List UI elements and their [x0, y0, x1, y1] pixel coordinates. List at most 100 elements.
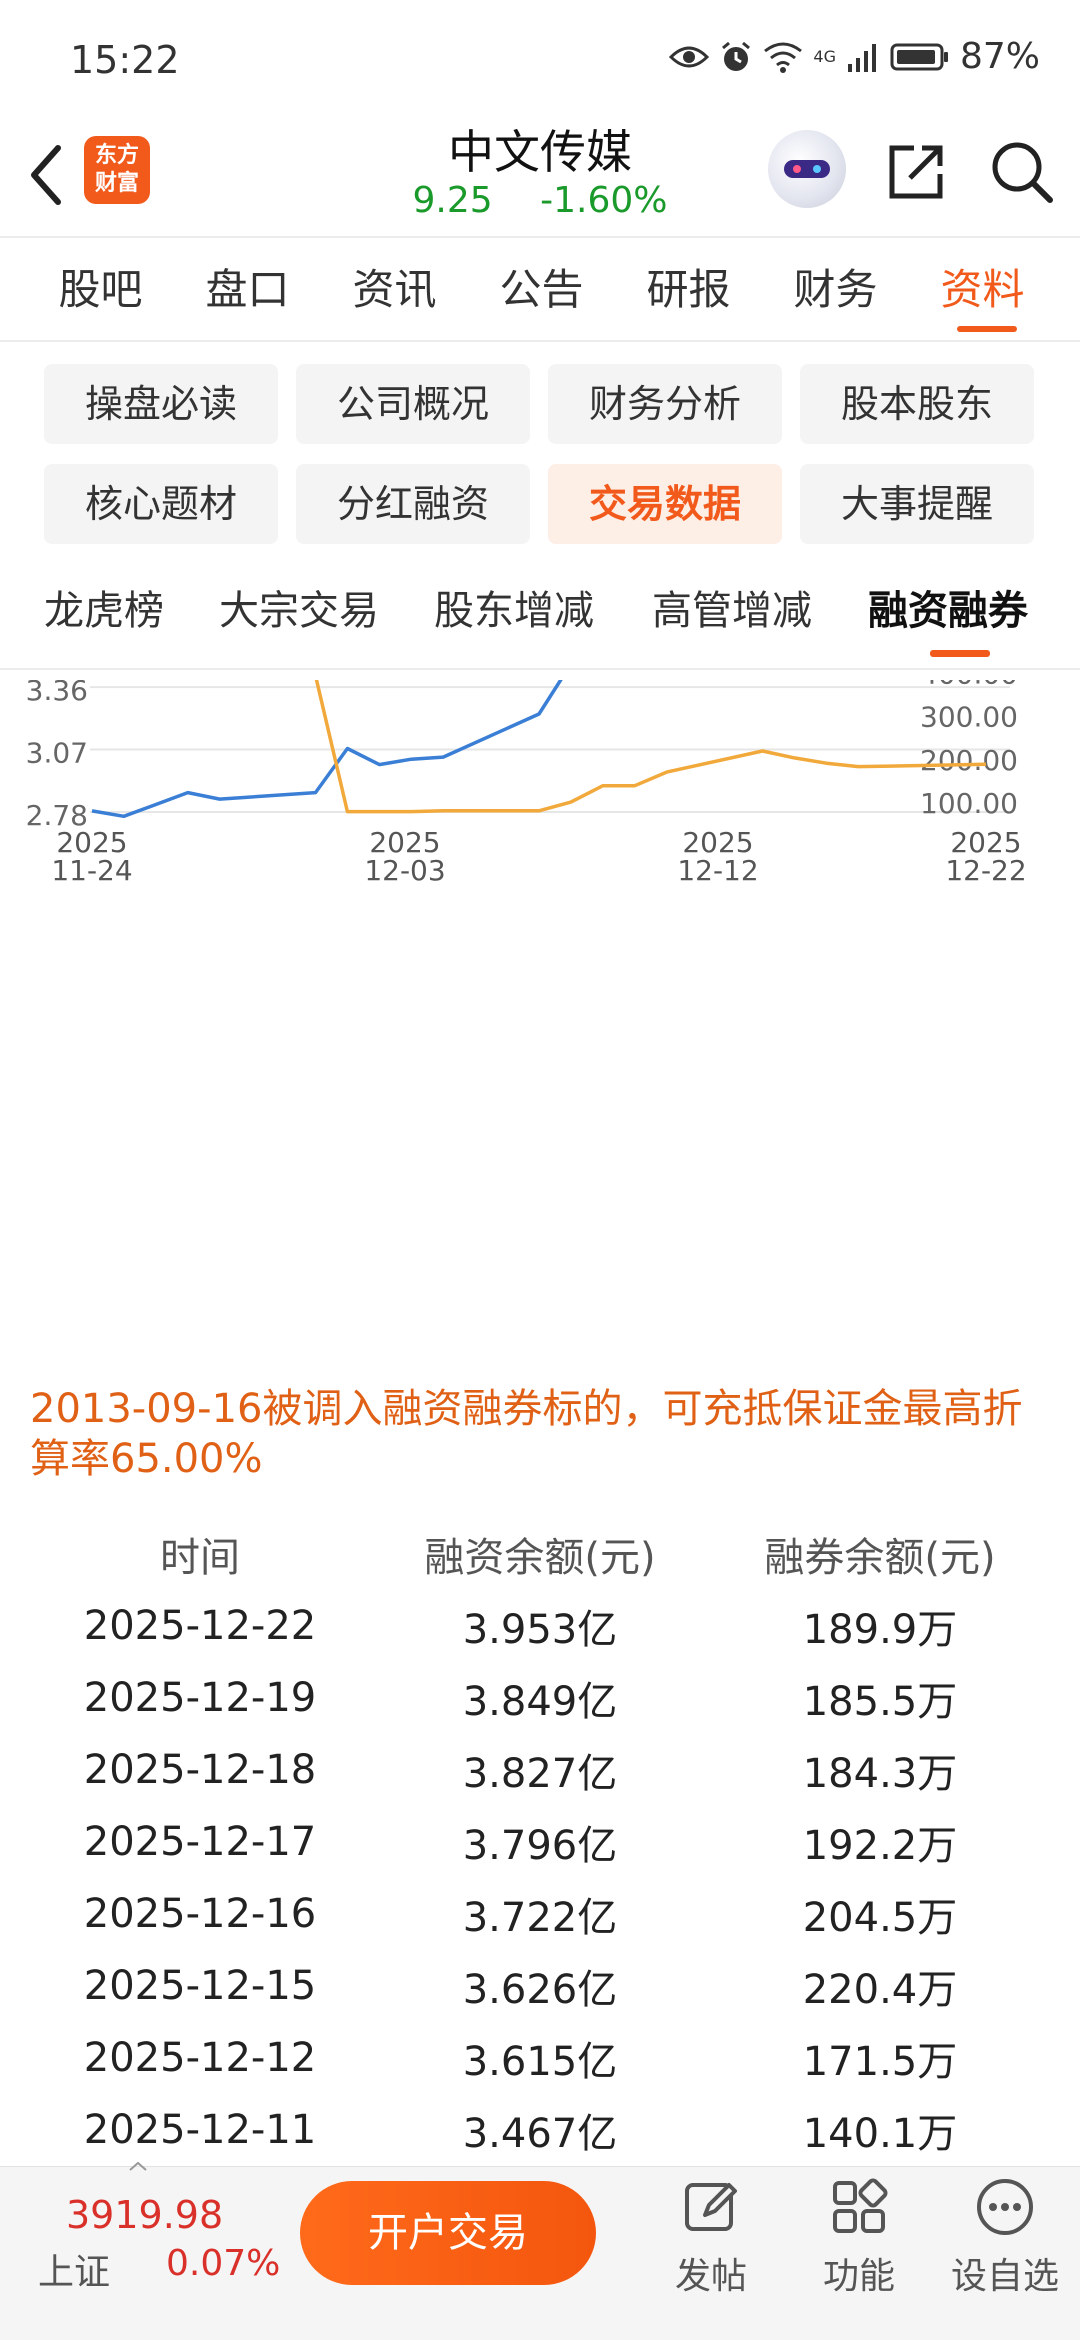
cell-securities-lending: 189.9万	[802, 1607, 958, 1653]
battery-percent: 87%	[959, 36, 1040, 77]
add-watchlist-button[interactable]: 设自选	[940, 2167, 1070, 2299]
grid-icon	[833, 2178, 888, 2233]
x-axis-year-label: 2025	[369, 826, 440, 859]
cell-date: 2025-12-18	[83, 1747, 317, 1793]
alarm-icon	[722, 41, 751, 71]
securities-lending-line	[314, 680, 987, 814]
ai-assistant-icon[interactable]	[768, 130, 846, 208]
share-icon[interactable]	[886, 140, 948, 202]
search-icon[interactable]	[988, 138, 1054, 204]
right-axis-tick: 100.00	[920, 787, 1018, 820]
tab-active-indicator	[930, 650, 990, 657]
tab-guba[interactable]: 股吧	[58, 265, 143, 314]
tab-shareholder-changes[interactable]: 股东增减	[434, 588, 594, 634]
cell-date: 2025-12-22	[83, 1603, 317, 1649]
main-tabs: 股吧 盘口 资讯 公告 研报 财务 资料	[0, 240, 1080, 340]
table-row: 2025-12-16 3.722亿 204.5万	[0, 1878, 1080, 1950]
right-axis-tick: 400.00	[920, 680, 1018, 690]
expand-handle-icon[interactable]	[128, 2161, 148, 2171]
x-axis-year-label: 2025	[682, 826, 753, 859]
status-icons: 4G 87%	[669, 36, 1040, 77]
tab-pankou[interactable]: 盘口	[205, 265, 290, 314]
section-financial-analysis[interactable]: 财务分析	[548, 364, 782, 444]
main-tabs-divider	[0, 340, 1080, 342]
table-row: 2025-12-15 3.626亿 220.4万	[0, 1950, 1080, 2022]
table-row: 2025-12-18 3.827亿 184.3万	[0, 1734, 1080, 1806]
column-header-financing: 融资余额(元)	[424, 1535, 656, 1581]
wifi-icon	[764, 42, 803, 73]
cell-date: 2025-12-12	[83, 2035, 317, 2081]
trading-data-tabs: 龙虎榜 大宗交易 股东增减 高管增减 融资融券	[0, 566, 1080, 666]
more-dots-icon	[977, 2179, 1033, 2235]
table-row: 2025-12-11 3.467亿 140.1万	[0, 2094, 1080, 2166]
index-value[interactable]: 3919.98	[66, 2193, 224, 2237]
eye-icon	[669, 46, 710, 67]
cell-date: 2025-12-16	[83, 1891, 317, 1937]
x-axis-year-label: 2025	[950, 826, 1021, 859]
post-button[interactable]: 发帖	[646, 2167, 776, 2299]
index-change[interactable]: 0.07%	[166, 2243, 281, 2284]
margin-eligibility-note: 2013-09-16被调入融资融券标的，可充抵保证金最高折算率65.00%	[30, 1386, 1023, 1482]
signal-icon	[847, 43, 876, 72]
cell-date: 2025-12-11	[83, 2107, 317, 2153]
post-label: 发帖	[674, 2256, 747, 2297]
edit-icon	[685, 2183, 737, 2231]
table-row: 2025-12-17 3.796亿 192.2万	[0, 1806, 1080, 1878]
back-icon[interactable]	[22, 140, 72, 210]
tab-dragon-tiger[interactable]: 龙虎榜	[44, 588, 164, 634]
cell-securities-lending: 171.5万	[802, 2039, 958, 2085]
tab-finance[interactable]: 财务	[793, 265, 878, 314]
tab-profile[interactable]: 资料	[909, 240, 1056, 340]
profile-section-grid: 操盘必读 公司概况 财务分析 股本股东 核心题材 分红融资 交易数据 大事提醒	[44, 364, 1036, 544]
tab-announcements[interactable]: 公告	[499, 265, 584, 314]
x-axis-year-label: 2025	[56, 826, 127, 859]
cell-financing: 3.467亿	[462, 2111, 618, 2157]
x-axis-date-label: 12-22	[945, 854, 1026, 887]
functions-label: 功能	[822, 2256, 895, 2297]
tab-executive-changes[interactable]: 高管增减	[652, 588, 812, 634]
right-axis-tick: 300.00	[920, 701, 1018, 734]
status-time: 15:22	[70, 38, 180, 82]
x-axis-date-label: 12-03	[364, 854, 445, 887]
header-divider	[0, 236, 1080, 238]
cell-financing: 3.796亿	[462, 1823, 618, 1869]
cell-financing: 3.626亿	[462, 1967, 618, 2013]
section-dividends-financing[interactable]: 分红融资	[296, 464, 530, 544]
tab-research[interactable]: 研报	[646, 265, 731, 314]
cell-securities-lending: 140.1万	[802, 2111, 958, 2157]
cell-financing: 3.722亿	[462, 1895, 618, 1941]
cell-securities-lending: 185.5万	[802, 1679, 958, 1725]
status-bar: 15:22 4G 87%	[0, 0, 1080, 110]
tab-news[interactable]: 资讯	[352, 265, 437, 314]
margin-balance-chart: 2.783.073.363.663.95100.00200.00300.0040…	[0, 680, 1080, 1340]
stock-quote: 9.25 -1.60%	[0, 180, 1080, 221]
section-trading-data[interactable]: 交易数据	[548, 464, 782, 544]
app-logo-line1: 东方	[94, 143, 139, 168]
data-tabs-divider	[0, 668, 1080, 670]
table-row: 2025-12-22 3.953亿 189.9万	[0, 1590, 1080, 1662]
section-core-themes[interactable]: 核心题材	[44, 464, 278, 544]
cell-date: 2025-12-17	[83, 1819, 317, 1865]
section-event-reminders[interactable]: 大事提醒	[800, 464, 1034, 544]
index-name[interactable]: 上证	[38, 2252, 111, 2293]
x-axis-date-label: 12-12	[677, 854, 758, 887]
left-axis-tick: 3.07	[26, 737, 88, 770]
chart-svg: 2.783.073.363.663.95100.00200.00300.0040…	[26, 680, 1027, 887]
battery-icon	[890, 43, 948, 70]
watchlist-label: 设自选	[950, 2256, 1059, 2297]
section-shareholders[interactable]: 股本股东	[800, 364, 1034, 444]
cell-financing: 3.827亿	[462, 1751, 618, 1797]
cell-financing: 3.849亿	[462, 1679, 618, 1725]
bottom-action-bar: 3919.98 上证 0.07% 开户交易 发帖 功能 设自选	[0, 2161, 1080, 2340]
app-logo[interactable]: 东方 财富	[84, 136, 150, 204]
tab-margin-trading[interactable]: 融资融券	[868, 588, 1028, 634]
functions-button[interactable]: 功能	[794, 2167, 924, 2299]
cell-securities-lending: 192.2万	[802, 1823, 958, 1869]
open-account-trade-button[interactable]: 开户交易	[300, 2181, 596, 2285]
tab-block-trades[interactable]: 大宗交易	[219, 588, 379, 634]
section-company-overview[interactable]: 公司概况	[296, 364, 530, 444]
cell-securities-lending: 184.3万	[802, 1751, 958, 1797]
section-trading-essentials[interactable]: 操盘必读	[44, 364, 278, 444]
cell-financing: 3.615亿	[462, 2039, 618, 2085]
cell-date: 2025-12-15	[83, 1963, 317, 2009]
